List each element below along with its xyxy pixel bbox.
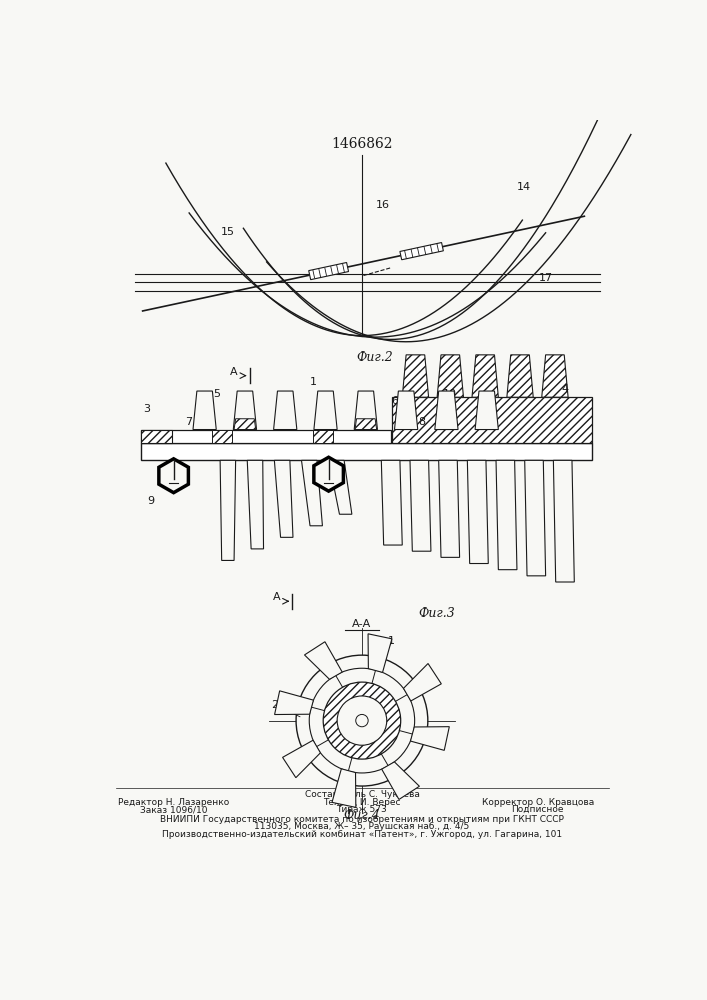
Polygon shape [437, 355, 464, 397]
Text: Фиг.4: Фиг.4 [344, 809, 380, 822]
Polygon shape [435, 391, 458, 430]
Polygon shape [301, 460, 322, 526]
Polygon shape [355, 419, 377, 430]
Polygon shape [193, 391, 216, 430]
Polygon shape [283, 740, 320, 778]
Polygon shape [395, 391, 418, 430]
Polygon shape [247, 460, 264, 549]
Bar [392, 397, 592, 443]
Polygon shape [411, 727, 450, 750]
Text: 1: 1 [310, 377, 317, 387]
Polygon shape [309, 263, 349, 280]
Text: 3: 3 [143, 404, 150, 414]
Text: 10: 10 [443, 389, 457, 399]
Text: 1466862: 1466862 [331, 137, 392, 151]
Polygon shape [368, 634, 392, 672]
Text: 9: 9 [147, 496, 154, 506]
Polygon shape [305, 642, 342, 679]
Polygon shape [274, 391, 297, 430]
Text: 14: 14 [517, 182, 531, 192]
Text: 6: 6 [391, 396, 398, 406]
Polygon shape [554, 460, 574, 582]
Polygon shape [542, 355, 568, 397]
Circle shape [356, 714, 368, 727]
Polygon shape [274, 460, 293, 537]
Polygon shape [274, 691, 313, 715]
Bar [141, 430, 391, 443]
Bar [141, 443, 592, 460]
Text: Фиг.2: Фиг.2 [357, 351, 394, 364]
Polygon shape [438, 460, 460, 557]
Circle shape [309, 668, 414, 773]
Text: Подписное: Подписное [512, 805, 564, 814]
Polygon shape [400, 243, 443, 260]
Polygon shape [496, 460, 517, 570]
Polygon shape [381, 460, 402, 545]
Text: ВНИИПИ Государственного комитета по изобретениям и открытиям при ГКНТ СССР: ВНИИПИ Государственного комитета по изоб… [160, 815, 564, 824]
Circle shape [296, 655, 428, 786]
Polygon shape [472, 355, 498, 397]
Bar [313, 430, 332, 443]
Polygon shape [507, 355, 533, 397]
Text: 8: 8 [418, 417, 425, 427]
Text: Тираж 573: Тираж 573 [337, 805, 387, 814]
Polygon shape [332, 769, 356, 807]
Circle shape [337, 696, 387, 745]
Text: 2: 2 [271, 700, 278, 710]
Polygon shape [525, 460, 546, 576]
Text: Заказ 1096/10: Заказ 1096/10 [140, 805, 207, 814]
Text: А: А [273, 592, 281, 602]
Text: А: А [230, 367, 238, 377]
Polygon shape [354, 391, 378, 430]
Text: 4: 4 [561, 384, 568, 394]
Text: 15: 15 [221, 227, 235, 237]
Polygon shape [314, 457, 344, 491]
Polygon shape [159, 459, 188, 493]
Text: А-А: А-А [352, 619, 372, 629]
Polygon shape [329, 460, 352, 514]
Text: 17: 17 [539, 273, 553, 283]
Text: 113035, Москва, Ж– 35, Раушская наб., д. 4/5: 113035, Москва, Ж– 35, Раушская наб., д.… [255, 822, 469, 831]
Text: 5: 5 [213, 389, 220, 399]
Bar [141, 430, 172, 443]
Polygon shape [220, 460, 235, 560]
Text: Производственно-издательский комбинат «Патент», г. Ужгород, ул. Гагарина, 101: Производственно-издательский комбинат «П… [162, 830, 562, 839]
Text: Техред И. Верес: Техред И. Верес [323, 798, 401, 807]
Polygon shape [404, 664, 441, 701]
Polygon shape [233, 391, 257, 430]
Text: Фиг.3: Фиг.3 [419, 607, 455, 620]
Polygon shape [382, 762, 419, 799]
Circle shape [323, 682, 401, 759]
Polygon shape [475, 391, 498, 430]
Text: Составитель С. Чукаева: Составитель С. Чукаева [305, 790, 419, 799]
Text: 7: 7 [185, 417, 193, 427]
Polygon shape [410, 460, 431, 551]
Text: Корректор О. Кравцова: Корректор О. Кравцова [481, 798, 594, 807]
Text: 16: 16 [376, 200, 390, 210]
Text: 1: 1 [388, 636, 395, 646]
Polygon shape [467, 460, 489, 564]
Text: Редактор Н. Лазаренко: Редактор Н. Лазаренко [118, 798, 229, 807]
Polygon shape [314, 391, 337, 430]
Polygon shape [402, 355, 428, 397]
Bar [212, 430, 232, 443]
Polygon shape [234, 419, 256, 430]
